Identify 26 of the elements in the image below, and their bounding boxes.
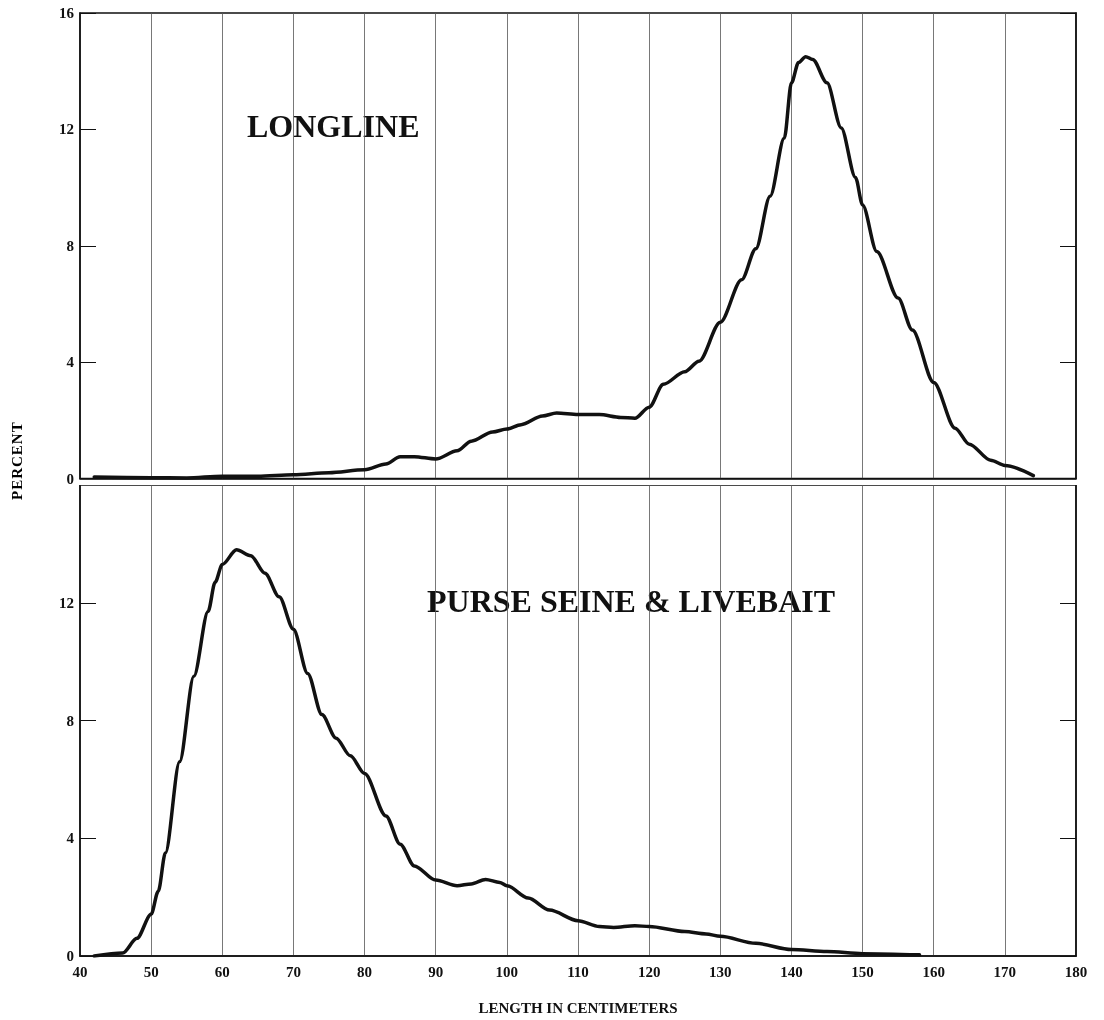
x-tick-label: 40 bbox=[72, 963, 88, 980]
x-tick-label: 90 bbox=[428, 963, 444, 980]
x-tick-label: 120 bbox=[637, 963, 661, 980]
x-axis-title: LENGTH IN CENTIMETERS bbox=[478, 999, 678, 1016]
x-tick-label: 70 bbox=[285, 963, 301, 980]
y-tick-label: 8 bbox=[66, 237, 74, 254]
x-tick-label: 100 bbox=[495, 963, 519, 980]
x-tick-label: 80 bbox=[357, 963, 373, 980]
y-tick-label: 4 bbox=[66, 830, 75, 847]
y-tick-label: 0 bbox=[66, 470, 74, 487]
y-tick-label: 0 bbox=[66, 948, 74, 964]
y-tick-label: 12 bbox=[59, 121, 74, 138]
y-axis-title: PERCENT bbox=[8, 421, 26, 500]
x-tick-label: 170 bbox=[993, 963, 1017, 980]
x-tick-label: 180 bbox=[1064, 963, 1088, 980]
y-tick-label: 16 bbox=[59, 5, 75, 21]
y-tick-label: 4 bbox=[66, 354, 75, 371]
x-tick-label: 150 bbox=[851, 963, 874, 980]
x-tick-label: 140 bbox=[780, 963, 803, 980]
y-tick-label: 8 bbox=[66, 712, 74, 729]
x-tick-label: 60 bbox=[214, 963, 230, 980]
x-tick-label: 160 bbox=[922, 963, 945, 980]
x-tick-label: 50 bbox=[143, 963, 159, 980]
x-tick-label: 110 bbox=[567, 963, 589, 980]
x-tick-label: 130 bbox=[709, 963, 732, 980]
y-tick-label: 12 bbox=[59, 594, 74, 611]
